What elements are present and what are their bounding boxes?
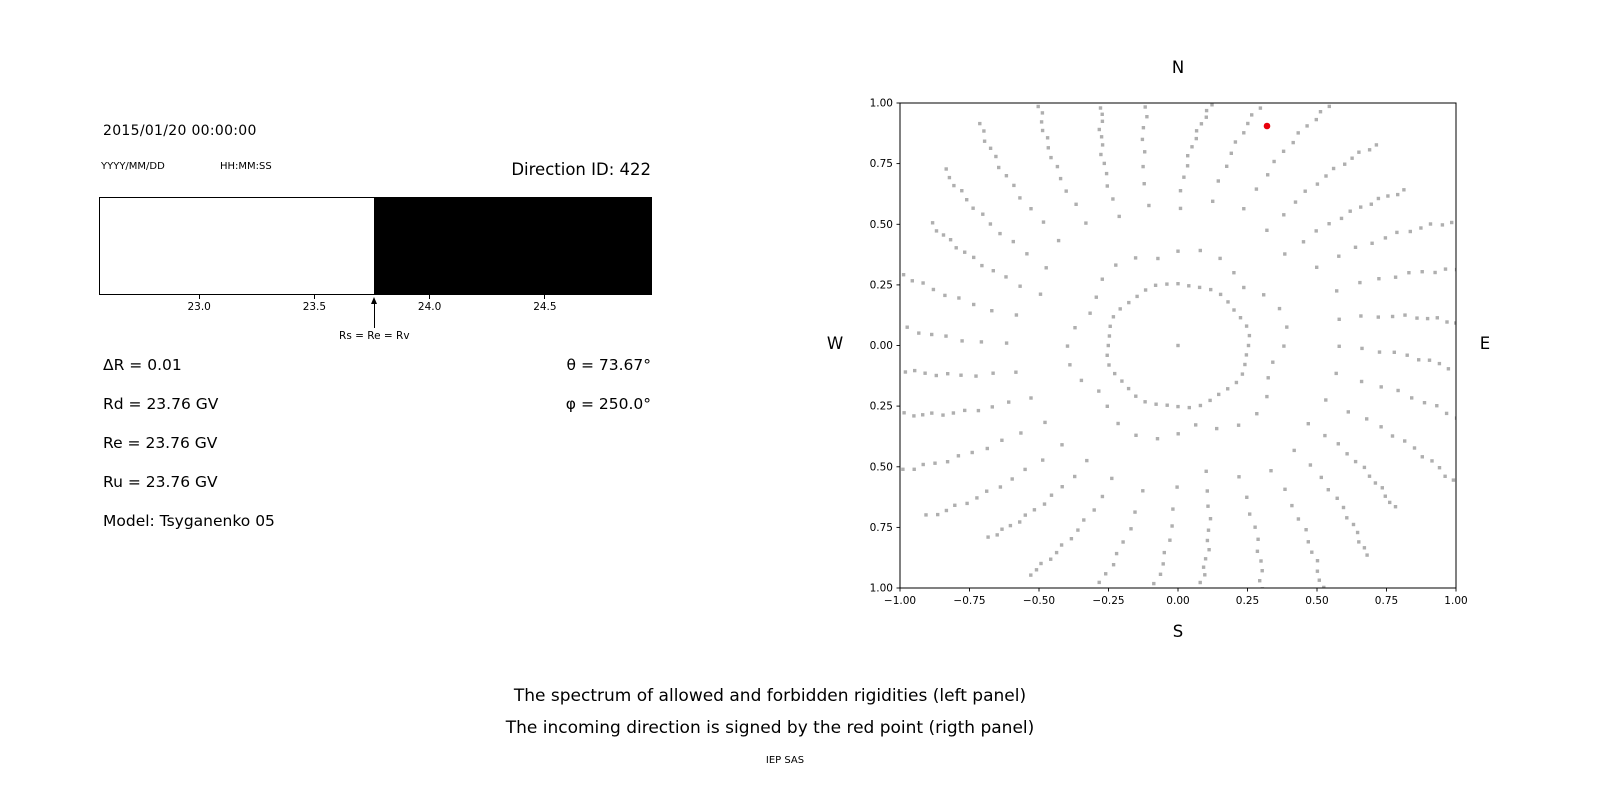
y-tick-label: 1.00 (870, 98, 893, 110)
y-tick-label: 0.50 (870, 219, 893, 231)
y-tick-label: 0.00 (870, 340, 893, 352)
direction-plot: −1.00 −0.75 −0.50 −0.25 0.00 0.25 0.50 0.75 1.00… (870, 98, 1468, 607)
boundary-label: Rs = Re = Rv (339, 330, 410, 342)
spectrum-tick (544, 295, 546, 299)
x-tick-label: 0.75 (1375, 595, 1398, 607)
info-line-left: Rd = 23.76 GV (103, 395, 219, 413)
arrow-head-icon (370, 297, 377, 304)
rigidity-spectrum-bar (99, 197, 652, 295)
compass-west-label: W (826, 334, 844, 353)
x-tick-label: 0.50 (1305, 595, 1328, 607)
info-line-right: φ = 250.0° (565, 395, 651, 413)
spectrum-tick-label: 24.0 (417, 301, 442, 313)
spectrum-tick-label: 23.0 (187, 301, 211, 313)
y-tick-label: −1.00 (870, 583, 893, 595)
info-line-left: Re = 23.76 GV (103, 434, 218, 452)
info-line-left: Ru = 23.76 GV (103, 473, 218, 491)
x-tick-label: 0.25 (1236, 595, 1259, 607)
y-tick-label: 0.75 (870, 158, 893, 170)
x-tick-label: 0.00 (1166, 595, 1189, 607)
spectrum-tick (313, 295, 315, 299)
x-tick-label: −0.50 (1023, 595, 1055, 607)
info-line-left: ΔR = 0.01 (103, 356, 182, 374)
x-tick-label: 1.00 (1444, 595, 1467, 607)
time-format-label: HH:MM:SS (220, 161, 272, 172)
info-line-right: θ = 73.67° (566, 356, 651, 374)
arrow-line (373, 303, 375, 328)
credit-label: IEP SAS (765, 755, 805, 766)
y-tick-label: −0.75 (870, 522, 893, 534)
compass-north-label: N (1171, 58, 1185, 77)
compass-east-label: E (1479, 334, 1491, 353)
caption-line-2: The incoming direction is signed by the … (505, 718, 1035, 738)
forbidden-region (374, 198, 651, 294)
y-tick-label: −0.50 (870, 461, 893, 473)
caption-line-1: The spectrum of allowed and forbidden ri… (513, 686, 1027, 706)
x-tick-label: −1.00 (884, 595, 916, 607)
red-incoming-direction-point (1263, 122, 1271, 130)
spectrum-tick-label: 24.5 (533, 301, 557, 313)
spectrum-tick (198, 295, 200, 299)
timestamp: 2015/01/20 00:00:00 (103, 123, 257, 139)
x-tick-label: −0.25 (1092, 595, 1124, 607)
date-format-label: YYYY/MM/DD (101, 161, 165, 172)
spectrum-tick-label: 23.5 (302, 301, 327, 313)
x-tick-label: −0.75 (953, 595, 985, 607)
y-tick-label: −0.25 (870, 401, 893, 413)
asymptotic-direction-dots (901, 103, 1456, 588)
direction-id-label: Direction ID: 422 (511, 160, 651, 179)
plot-border (899, 102, 1457, 589)
compass-south-label: S (1172, 622, 1184, 641)
spectrum-tick (429, 295, 431, 299)
y-tick-label: 0.25 (870, 280, 893, 292)
info-line-left: Model: Tsyganenko 05 (103, 512, 275, 530)
